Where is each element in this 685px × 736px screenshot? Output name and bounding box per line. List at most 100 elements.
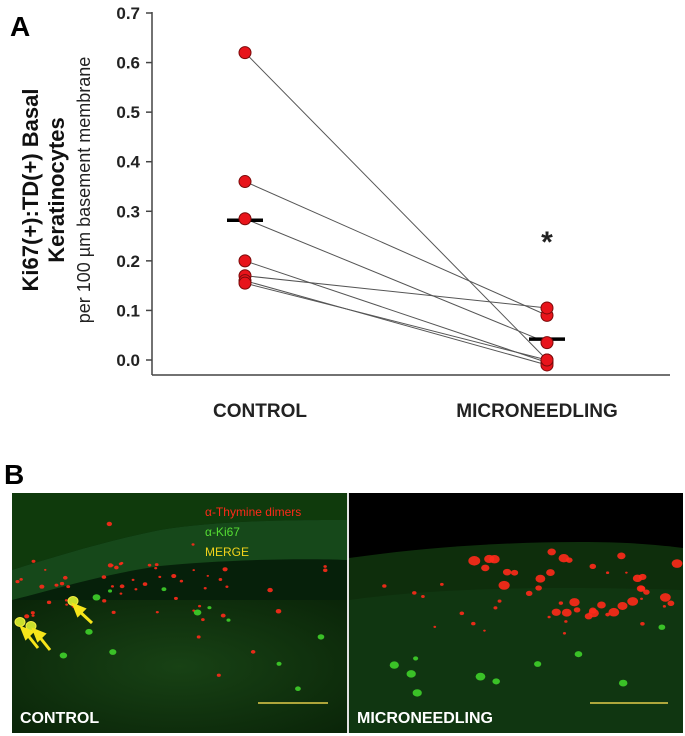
cell-nucleus (107, 563, 113, 568)
cell-nucleus (546, 569, 555, 577)
category-labels: CONTROL MICRONEEDLING (213, 401, 618, 422)
cell-nucleus (158, 575, 162, 579)
merge-arrows (19, 602, 94, 651)
cell-nucleus (154, 563, 159, 567)
cell-nucleus (605, 571, 610, 575)
cell-nucleus (39, 584, 45, 589)
cell-nucleus (535, 574, 546, 583)
pair-line (244, 282, 548, 361)
cell-nucleus (584, 613, 593, 620)
panel-letter-b: B (4, 459, 24, 490)
cell-nucleus (131, 578, 135, 581)
cell-nucleus (119, 592, 123, 595)
cell-nucleus (625, 571, 628, 574)
y-ticks: 0.0 0.1 0.2 0.3 0.4 0.5 0.6 0.7 (116, 4, 152, 370)
cell-nucleus (65, 603, 69, 606)
cell-nucleus (225, 585, 229, 588)
pair-line (244, 275, 548, 309)
cell-nucleus (493, 606, 498, 610)
cell-nucleus (489, 555, 500, 564)
cell-nucleus (525, 590, 533, 597)
cell-nucleus (62, 575, 68, 580)
cell-nucleus (114, 565, 119, 570)
cell-nucleus (534, 661, 542, 667)
y-tick-label: 0.2 (116, 252, 140, 271)
cell-nucleus (389, 661, 399, 669)
cell-nucleus (413, 656, 419, 661)
cell-nucleus (433, 625, 437, 628)
cell-nucleus (66, 585, 71, 589)
pair-line (244, 260, 548, 363)
cell-nucleus (134, 588, 138, 591)
cell-nucleus (547, 548, 556, 556)
cell-nucleus (295, 686, 301, 691)
cell-nucleus (671, 559, 683, 568)
cell-nucleus (662, 605, 666, 608)
cell-nucleus (31, 559, 36, 563)
cell-nucleus (179, 579, 184, 583)
cell-nucleus (218, 578, 223, 581)
cell-nucleus (173, 596, 178, 600)
y-axis-label-line2: Keratinocytes (44, 117, 69, 263)
cell-nucleus (207, 606, 212, 610)
cell-nucleus (597, 601, 606, 609)
cell-nucleus (106, 521, 113, 527)
cell-nucleus (119, 584, 125, 589)
legend-entry: α-Thymine dimers (205, 505, 301, 519)
cell-nucleus (471, 621, 476, 626)
cell-nucleus (468, 556, 481, 566)
cell-nucleus (608, 607, 620, 617)
cell-nucleus (640, 621, 645, 626)
cell-nucleus (498, 580, 510, 590)
cell-nucleus (569, 598, 580, 607)
panel-letter-a: A (10, 11, 30, 42)
cell-nucleus (267, 587, 273, 593)
cell-nucleus (191, 543, 195, 546)
cell-nucleus (102, 599, 107, 603)
micrograph-microneedling: MICRONEEDLING (349, 493, 683, 733)
y-axis-label: Ki67(+):TD(+) Basal Keratinocytes per 10… (18, 57, 94, 324)
data-points (238, 46, 554, 372)
cell-nucleus (573, 607, 581, 613)
cell-nucleus (59, 581, 65, 586)
cell-nucleus (558, 601, 564, 605)
x-category-label: CONTROL (213, 401, 307, 422)
cell-nucleus (19, 578, 23, 581)
cell-nucleus (589, 563, 597, 570)
cell-nucleus (406, 670, 416, 678)
cell-nucleus (193, 609, 202, 616)
cell-nucleus (459, 611, 465, 616)
x-category-label: MICRONEEDLING (456, 401, 618, 422)
cell-nucleus (59, 652, 68, 659)
cell-nucleus (510, 569, 519, 576)
merge-cell (14, 617, 26, 627)
cell-nucleus (64, 599, 68, 602)
data-point-control (238, 46, 252, 60)
cell-nucleus (197, 604, 202, 608)
cell-nucleus (412, 591, 417, 595)
data-point-control (238, 276, 252, 290)
legend-entry: α-Ki67 (205, 525, 240, 539)
cell-nucleus (565, 557, 573, 563)
cell-nucleus (475, 672, 486, 681)
cell-nucleus (111, 610, 116, 614)
cell-nucleus (147, 563, 152, 567)
cell-nucleus (323, 568, 328, 573)
pair-line (244, 181, 548, 316)
cell-nucleus (24, 614, 30, 619)
y-tick-label: 0.4 (116, 153, 140, 172)
cell-nucleus (497, 599, 502, 603)
cell-nucleus (203, 587, 207, 590)
cell-nucleus (155, 610, 159, 614)
cell-nucleus (15, 579, 20, 584)
pair-line (244, 52, 548, 361)
cell-nucleus (382, 584, 387, 588)
cell-nucleus (640, 597, 643, 600)
legend-entry: MERGE (205, 545, 249, 559)
cell-nucleus (196, 635, 201, 639)
cell-nucleus (502, 568, 512, 576)
cell-nucleus (201, 618, 205, 622)
data-point-control (238, 175, 252, 189)
data-point-microneedling (540, 353, 554, 367)
cell-nucleus (206, 574, 210, 577)
